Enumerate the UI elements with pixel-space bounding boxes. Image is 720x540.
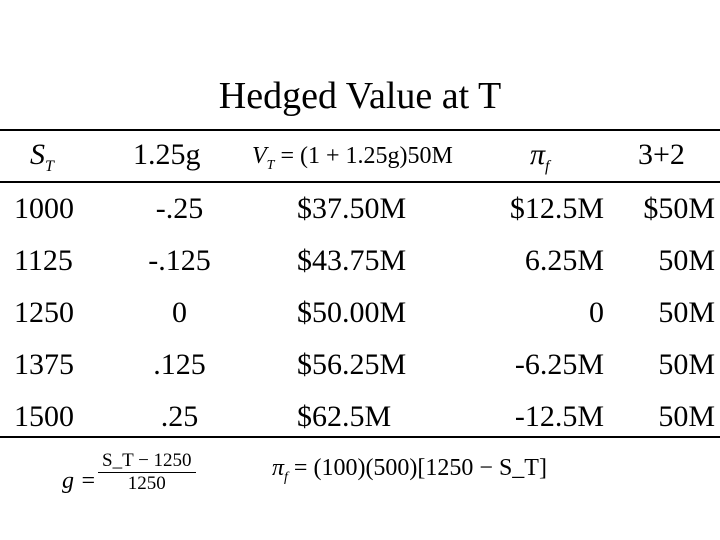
cell-s-t: 1000 bbox=[14, 192, 74, 225]
cell-hedged-value: $62.5M bbox=[297, 400, 392, 433]
pi-formula-rhs: = (100)(500)[1250 − S_T] bbox=[293, 455, 547, 481]
header-v-rhs: = (1 + 1.25g)50M bbox=[280, 143, 453, 169]
pi-formula-symbol: π bbox=[272, 455, 285, 481]
header-pi-f: πf bbox=[530, 137, 549, 185]
header-s-t: ST bbox=[30, 137, 54, 185]
header-s-symbol: S bbox=[30, 138, 45, 171]
cell-total: 50M bbox=[658, 400, 715, 433]
cell-total: $50M bbox=[643, 192, 715, 225]
g-formula-numerator: S_T − 1250 bbox=[98, 450, 196, 473]
slide-title: Hedged Value at T bbox=[218, 75, 502, 117]
cell-hedge-factor: .25 bbox=[160, 400, 199, 433]
table-bottom-rule bbox=[0, 436, 720, 438]
cell-hedge-factor: 0 bbox=[172, 296, 187, 329]
cell-total: 50M bbox=[658, 348, 715, 381]
cell-total: 50M bbox=[658, 244, 715, 277]
table-top-rule bbox=[0, 129, 720, 131]
cell-hedge-factor: -.25 bbox=[155, 192, 204, 225]
cell-total: 50M bbox=[658, 296, 715, 329]
header-3-plus-2: 3+2 bbox=[638, 138, 685, 171]
cell-s-t: 1375 bbox=[14, 348, 74, 381]
g-formula-fraction: S_T − 1250 1250 bbox=[98, 450, 196, 495]
cell-hedge-factor: -.125 bbox=[148, 244, 211, 277]
g-formula-lhs: g = bbox=[62, 468, 97, 494]
cell-futures-profit: -6.25M bbox=[514, 348, 604, 381]
pi-formula: πf = (100)(500)[1250 − S_T] bbox=[272, 453, 547, 493]
cell-hedged-value: $43.75M bbox=[297, 244, 407, 277]
header-v-subscript: T bbox=[266, 157, 275, 173]
header-value-equation: VT = (1 + 1.25g)50M bbox=[252, 141, 453, 181]
cell-s-t: 1500 bbox=[14, 400, 74, 433]
table-header-rule bbox=[0, 181, 720, 183]
cell-hedge-factor: .125 bbox=[153, 348, 206, 381]
g-formula-denominator: 1250 bbox=[127, 473, 166, 494]
cell-futures-profit: 6.25M bbox=[524, 244, 604, 277]
cell-futures-profit: 0 bbox=[589, 296, 604, 329]
cell-hedged-value: $50.00M bbox=[297, 296, 407, 329]
header-v-symbol: V bbox=[252, 143, 267, 169]
cell-hedged-value: $56.25M bbox=[297, 348, 407, 381]
header-pi-subscript: f bbox=[545, 158, 550, 175]
cell-hedged-value: $37.50M bbox=[297, 192, 407, 225]
header-s-subscript: T bbox=[45, 158, 54, 175]
cell-futures-profit: -12.5M bbox=[514, 400, 604, 433]
header-1-25g: 1.25g bbox=[133, 138, 201, 171]
cell-s-t: 1250 bbox=[14, 296, 74, 329]
pi-formula-subscript: f bbox=[284, 469, 288, 485]
cell-s-t: 1125 bbox=[14, 244, 73, 277]
cell-futures-profit: $12.5M bbox=[509, 192, 604, 225]
header-pi-symbol: π bbox=[530, 138, 546, 171]
